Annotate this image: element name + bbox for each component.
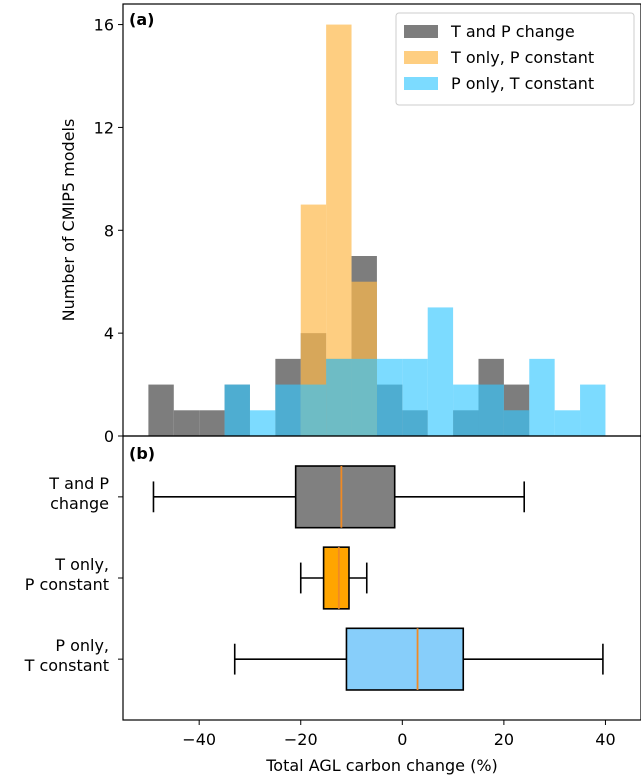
boxplot-2: T only,P constant xyxy=(25,546,368,610)
box-label: T only, xyxy=(54,555,109,574)
histogram-bar xyxy=(351,358,377,436)
x-axis-label: Total AGL carbon change (%) xyxy=(265,756,498,775)
boxplot-3: P only,T constant xyxy=(24,627,604,691)
histogram-panel xyxy=(148,24,606,436)
box-iqr xyxy=(345,627,465,691)
histogram-series-3 xyxy=(224,307,606,436)
histogram-bar xyxy=(402,358,428,436)
histogram-bar xyxy=(554,410,581,436)
legend-frame xyxy=(395,12,635,106)
legend: T and P change T only, P constant P only, … xyxy=(395,12,635,106)
histogram-bar xyxy=(580,384,606,436)
y-tick-label: 4 xyxy=(104,324,114,343)
legend-swatch xyxy=(404,25,438,38)
panel-a-label: (a) xyxy=(129,10,154,29)
y-axis-label: Number of CMIP5 models xyxy=(59,119,78,322)
histogram-bar xyxy=(376,358,403,436)
legend-swatch xyxy=(404,77,438,90)
panel-b-label: (b) xyxy=(129,444,155,463)
legend-entry: P only, T constant xyxy=(451,74,594,93)
histogram-bar xyxy=(173,410,200,436)
histogram-bar xyxy=(453,384,479,436)
box-iqr xyxy=(294,465,396,529)
box-label: change xyxy=(50,494,109,513)
axes-layer: 0 4 8 12 16 −40 −20 0 20 40 Total AGL carbon chang… xyxy=(59,3,641,775)
y-tick-label: 12 xyxy=(94,118,114,137)
x-tick-label: 20 xyxy=(494,730,514,749)
histogram-bar xyxy=(300,384,327,436)
x-tick-label: −40 xyxy=(182,730,216,749)
box-label: P only, xyxy=(55,636,109,655)
x-tick-label: 0 xyxy=(397,730,407,749)
box-label: P constant xyxy=(25,575,109,594)
y-tick-label: 8 xyxy=(104,221,114,240)
panel-b-frame xyxy=(122,435,641,721)
histogram-bar xyxy=(478,384,504,436)
histogram-bar xyxy=(503,410,530,436)
histogram-bar xyxy=(326,358,352,436)
y-tick-label: 16 xyxy=(94,16,114,35)
x-tick-label: 40 xyxy=(595,730,615,749)
histogram-bar xyxy=(224,384,250,436)
y-tick-label: 0 xyxy=(104,427,114,446)
box-label: T and P xyxy=(48,474,109,493)
legend-entry: T only, P constant xyxy=(450,48,594,67)
histogram-bar xyxy=(275,384,301,436)
legend-entry: T and P change xyxy=(450,22,575,41)
histogram-bar xyxy=(249,410,276,436)
histogram-bar xyxy=(148,384,174,436)
x-tick-label: −20 xyxy=(284,730,318,749)
box-iqr xyxy=(322,546,350,610)
legend-swatch xyxy=(404,51,438,64)
histogram-bar xyxy=(427,307,454,436)
histogram-bar xyxy=(199,410,225,436)
histogram-bar xyxy=(529,358,555,436)
box-label: T constant xyxy=(24,656,109,675)
